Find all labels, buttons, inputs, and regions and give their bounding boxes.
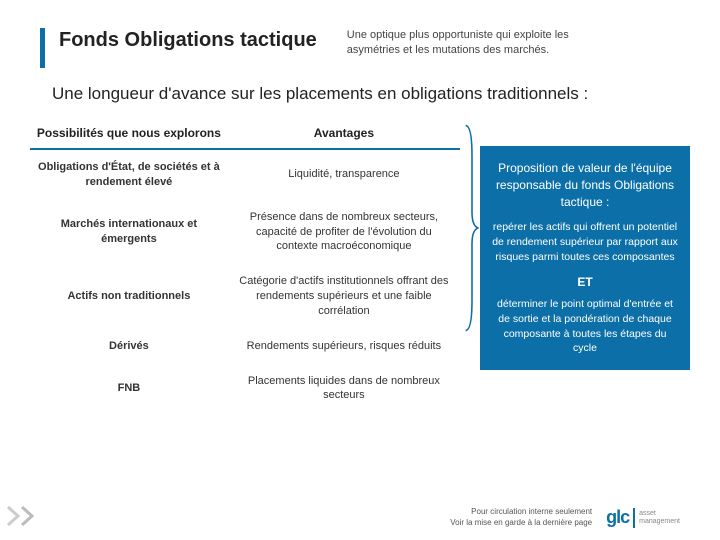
chevron-decoration	[6, 505, 56, 532]
accent-bar	[40, 28, 45, 68]
row-label: Marchés internationaux et émergents	[30, 200, 228, 265]
col-header-advantages: Avantages	[228, 118, 460, 149]
table-row: Actifs non traditionnels Catégorie d'act…	[30, 264, 460, 329]
page-title: Fonds Obligations tactique	[59, 28, 317, 52]
opportunities-table: Possibilités que nous explorons Avantage…	[30, 118, 460, 413]
table-area: Possibilités que nous explorons Avantage…	[30, 118, 460, 413]
footnote: Pour circulation interne seulement Voir …	[450, 507, 592, 528]
logo-mark: glc	[606, 507, 629, 528]
value-prop-body2: déterminer le point optimal d'entrée et …	[492, 297, 678, 356]
logo-text-line2: management	[639, 518, 680, 525]
chevron-icon	[6, 505, 56, 527]
row-value: Liquidité, transparence	[228, 149, 460, 200]
value-prop-title: Proposition de valeur de l'équipe respon…	[492, 160, 678, 210]
row-value: Rendements supérieurs, risques réduits	[228, 329, 460, 364]
table-row: Marchés internationaux et émergents Prés…	[30, 200, 460, 265]
header: Fonds Obligations tactique Une optique p…	[0, 0, 720, 78]
logo: glc asset management	[606, 507, 680, 528]
value-prop-connector: ET	[492, 274, 678, 291]
value-proposition-box: Proposition de valeur de l'équipe respon…	[480, 146, 690, 370]
row-label: Dérivés	[30, 329, 228, 364]
row-value: Placements liquides dans de nombreux sec…	[228, 364, 460, 414]
value-prop-body1: repérer les actifs qui offrent un potent…	[492, 220, 678, 264]
row-value: Catégorie d'actifs institutionnels offra…	[228, 264, 460, 329]
bracket-column	[460, 118, 480, 413]
footnote-line1: Pour circulation interne seulement	[450, 507, 592, 517]
page-subtitle: Une optique plus opportuniste qui exploi…	[347, 28, 607, 59]
table-row: Obligations d'État, de sociétés et à ren…	[30, 149, 460, 200]
row-value: Présence dans de nombreux secteurs, capa…	[228, 200, 460, 265]
footer: Pour circulation interne seulement Voir …	[450, 507, 680, 528]
logo-text: asset management	[639, 510, 680, 525]
footnote-line2: Voir la mise en garde à la dernière page	[450, 518, 592, 528]
content-area: Possibilités que nous explorons Avantage…	[0, 118, 720, 413]
table-row: Dérivés Rendements supérieurs, risques r…	[30, 329, 460, 364]
row-label: Actifs non traditionnels	[30, 264, 228, 329]
table-row: FNB Placements liquides dans de nombreux…	[30, 364, 460, 414]
subheader: Une longueur d'avance sur les placements…	[0, 78, 720, 118]
row-label: Obligations d'État, de sociétés et à ren…	[30, 149, 228, 200]
col-header-possibilities: Possibilités que nous explorons	[30, 118, 228, 149]
logo-text-line1: asset	[639, 510, 656, 517]
row-label: FNB	[30, 364, 228, 414]
brace-icon	[464, 124, 480, 332]
logo-divider	[633, 508, 635, 528]
